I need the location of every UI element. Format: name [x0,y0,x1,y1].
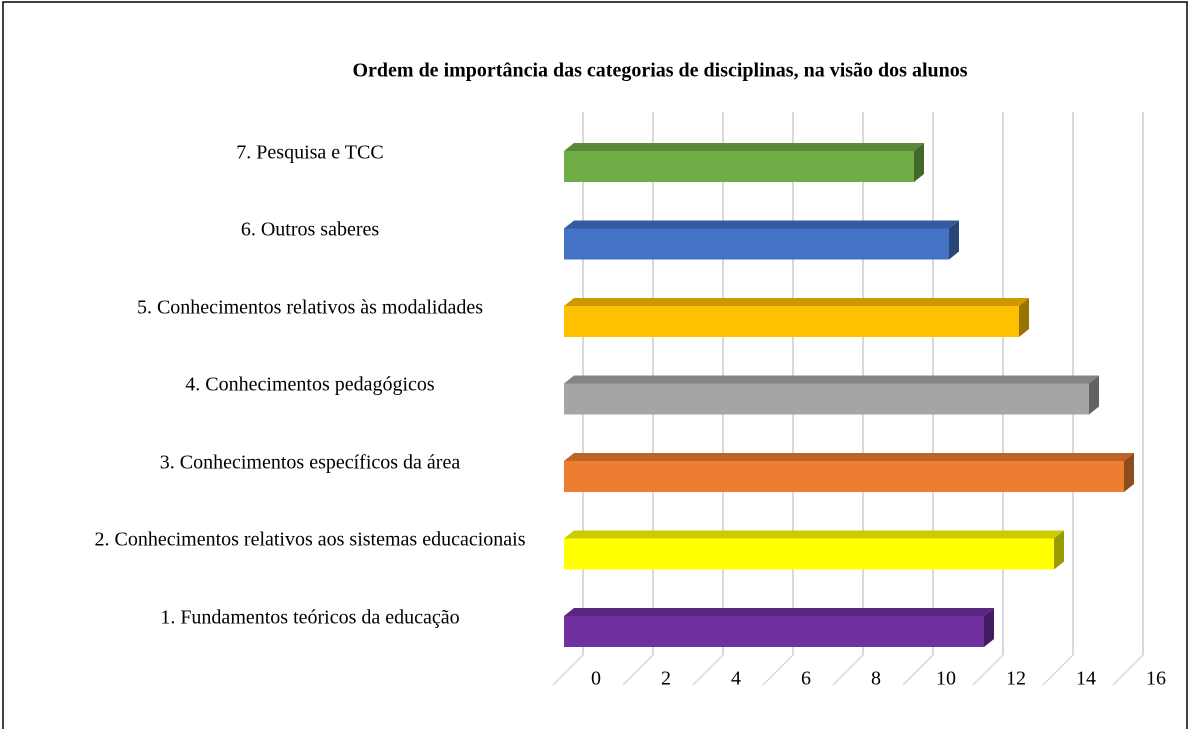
bar-top [564,453,1134,461]
bar-top [564,298,1029,306]
bar-side [1054,530,1064,570]
category-label: 5. Conhecimentos relativos às modalidade… [136,296,484,318]
category-label: 2. Conhecimentos relativos aos sistemas … [94,528,526,551]
x-tick-label: 2 [661,668,671,690]
bar-top [564,220,959,229]
floor-line [622,654,654,686]
bar-side [914,143,924,182]
bar [564,538,1054,570]
x-tick-label: 6 [801,668,811,690]
bar [564,306,1019,337]
category-label: 4. Conhecimentos pedagógicos [185,373,435,396]
bar-side [984,608,994,647]
x-tick-label: 12 [1006,668,1026,690]
floor-line [832,654,864,686]
floor-line [972,654,1004,686]
bar-side [1124,453,1134,492]
bar [564,383,1089,415]
floor-line [692,654,724,686]
bar-top [564,530,1064,539]
bar [564,151,914,182]
chart-title: Ordem de importância das categorias de d… [352,60,967,82]
floor-line [1112,654,1144,686]
bar-side [1019,298,1029,337]
floor-line [762,654,794,686]
bar-top [564,143,924,151]
x-tick-label: 14 [1076,668,1096,690]
bar-side [1089,375,1099,415]
floor-line [902,654,934,686]
bar-top [564,375,1099,384]
bar-top [564,608,994,616]
bar [564,616,984,647]
x-tick-label: 10 [936,668,956,690]
bar [564,461,1124,492]
floor-line [552,654,584,686]
category-label: 1. Fundamentos teóricos da educação [160,606,460,628]
category-label: 6. Outros saberes [240,218,380,241]
bar-side [949,220,959,260]
x-tick-label: 0 [591,668,601,690]
floor-line [1042,654,1074,686]
x-tick-label: 4 [731,668,741,690]
category-label: 3. Conhecimentos específicos da área [159,451,461,473]
x-tick-label: 16 [1146,668,1166,690]
category-label: 7. Pesquisa e TCC [236,141,384,163]
bar [564,228,949,260]
x-tick-label: 8 [871,668,881,690]
